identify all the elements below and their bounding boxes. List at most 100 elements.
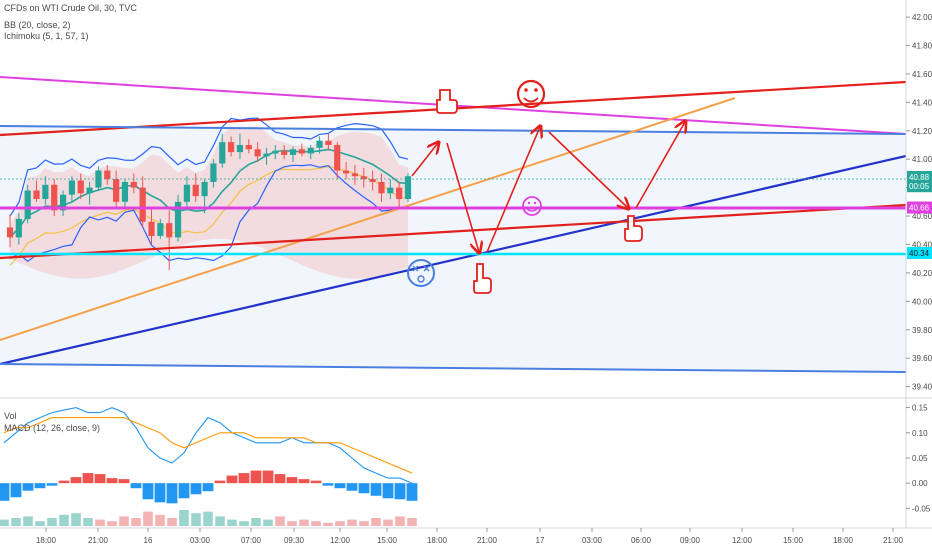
hand-pointing-down-icon[interactable]	[436, 89, 458, 114]
hand-down-bottom[interactable]	[473, 263, 492, 294]
candle-body	[104, 170, 111, 180]
volume-bar	[119, 516, 129, 526]
smiley-red-eye-left	[524, 88, 528, 92]
volume-bar	[35, 521, 45, 526]
price-tick-label: 41.60	[912, 70, 932, 79]
chart-title[interactable]: CFDs on WTI Crude Oil, 30, TVC	[4, 3, 137, 13]
time-tick-label: 21:00	[477, 536, 498, 545]
bb-legend[interactable]: BB (20, close, 2)	[4, 20, 71, 30]
candle-body	[6, 227, 14, 238]
volume-bar	[23, 516, 33, 526]
candle-body	[316, 140, 323, 148]
candle-body	[228, 142, 235, 153]
time-tick-label: 09:30	[284, 536, 305, 545]
smiley-magenta[interactable]	[522, 196, 542, 216]
macd-pane	[0, 407, 418, 526]
candle-body	[396, 187, 403, 199]
candle-body	[298, 149, 305, 154]
hand-down-top[interactable]	[436, 89, 458, 114]
macd-histogram-bar	[94, 474, 106, 484]
ichimoku-legend[interactable]: Ichimoku (5, 1, 57, 1)	[4, 31, 89, 41]
volume-bar	[359, 521, 369, 526]
drawing-lines[interactable]	[0, 76, 907, 373]
candle-body	[157, 223, 164, 236]
candle-body	[210, 163, 217, 182]
smiley-magenta-icon[interactable]	[522, 196, 542, 216]
price-badge	[907, 170, 932, 183]
candle-body	[113, 179, 120, 202]
volume-bar	[215, 516, 225, 526]
candle-body	[245, 144, 252, 150]
smiley-red[interactable]	[516, 79, 546, 109]
volume-bar	[371, 518, 381, 526]
price-tick-label: 40.00	[912, 297, 932, 306]
red-lower-line[interactable]	[0, 203, 907, 260]
projection-arrow-5[interactable]	[635, 122, 685, 209]
volume-bar	[323, 522, 333, 526]
ichimoku-conversion-line	[9, 165, 409, 266]
vol-legend[interactable]: Vol	[4, 411, 17, 421]
candle-body	[166, 223, 173, 238]
price-badge	[907, 201, 932, 214]
projection-arrow-1[interactable]	[411, 143, 438, 177]
face-blue[interactable]	[407, 259, 435, 287]
macd-legend[interactable]: MACD (12, 26, close, 9)	[4, 423, 101, 433]
volume-bar	[347, 519, 357, 526]
blue-resistance-line[interactable]	[0, 125, 907, 135]
hand-pointing-up-right-icon[interactable]	[624, 215, 643, 242]
candle-body	[342, 170, 350, 174]
volume-bar	[143, 511, 153, 526]
candle-body	[59, 194, 67, 211]
hand-pointing-up-icon[interactable]	[473, 263, 492, 294]
volume-bar	[287, 521, 297, 526]
volume-bar	[407, 518, 417, 526]
candle-body	[272, 150, 279, 154]
candles-group	[6, 133, 412, 271]
macd-histogram-bar	[370, 483, 382, 496]
time-axis[interactable]: 18:00 21:00 16 03:00 07:00 09:30 12:00 15:00 18:…	[36, 528, 904, 545]
macd-histogram-bar	[394, 483, 406, 500]
orange-rising-line[interactable]	[0, 97, 736, 341]
projection-arrow-4[interactable]	[548, 131, 628, 208]
volume-bar	[203, 511, 213, 526]
dizzy-face-icon[interactable]	[407, 259, 435, 287]
price-tick-label: 39.60	[912, 354, 932, 363]
macd-histogram-bar	[286, 477, 298, 484]
smiley-red-eye-right	[534, 88, 538, 92]
price-badge-label: 40.66	[909, 204, 930, 213]
candle-body	[77, 180, 84, 194]
price-axis[interactable]: 42.0041.8041.6041.4041.2041.0040.8040.60…	[906, 13, 932, 392]
time-tick-label: 12:00	[330, 536, 351, 545]
blue-support-line[interactable]	[0, 363, 907, 373]
projection-arrow-2[interactable]	[446, 142, 479, 252]
candle-body	[404, 176, 412, 199]
bb-upper-line	[9, 117, 409, 217]
volume-bar	[335, 521, 345, 526]
macd-axis[interactable]: 0.15 0.10 0.05 0.00 -0.05	[906, 404, 931, 514]
macd-histogram-bar	[406, 483, 418, 501]
macd-line	[3, 407, 413, 484]
projection-arrows[interactable]	[411, 122, 685, 253]
volume-bar	[383, 519, 393, 526]
time-tick-label: 15:00	[783, 536, 804, 545]
smiley-red-icon[interactable]	[516, 79, 546, 109]
candle-body	[236, 144, 244, 153]
volume-bar	[251, 518, 261, 526]
blue-rising-line[interactable]	[0, 154, 907, 366]
candle-body	[33, 190, 40, 199]
volume-bar	[311, 521, 321, 526]
macd-tick-label: 0.00	[912, 479, 928, 488]
candle-body	[263, 153, 270, 157]
hand-down-right[interactable]	[624, 215, 643, 242]
candle-body	[183, 184, 190, 202]
macd-histogram-bar	[226, 475, 238, 484]
price-tick-label: 39.40	[912, 383, 932, 392]
volume-bar	[239, 521, 249, 526]
candle-body	[95, 170, 102, 188]
projection-arrow-3[interactable]	[486, 127, 540, 253]
macd-histogram-bar	[166, 483, 178, 504]
candle-body	[174, 201, 182, 238]
macd-histogram-bar	[274, 474, 286, 484]
